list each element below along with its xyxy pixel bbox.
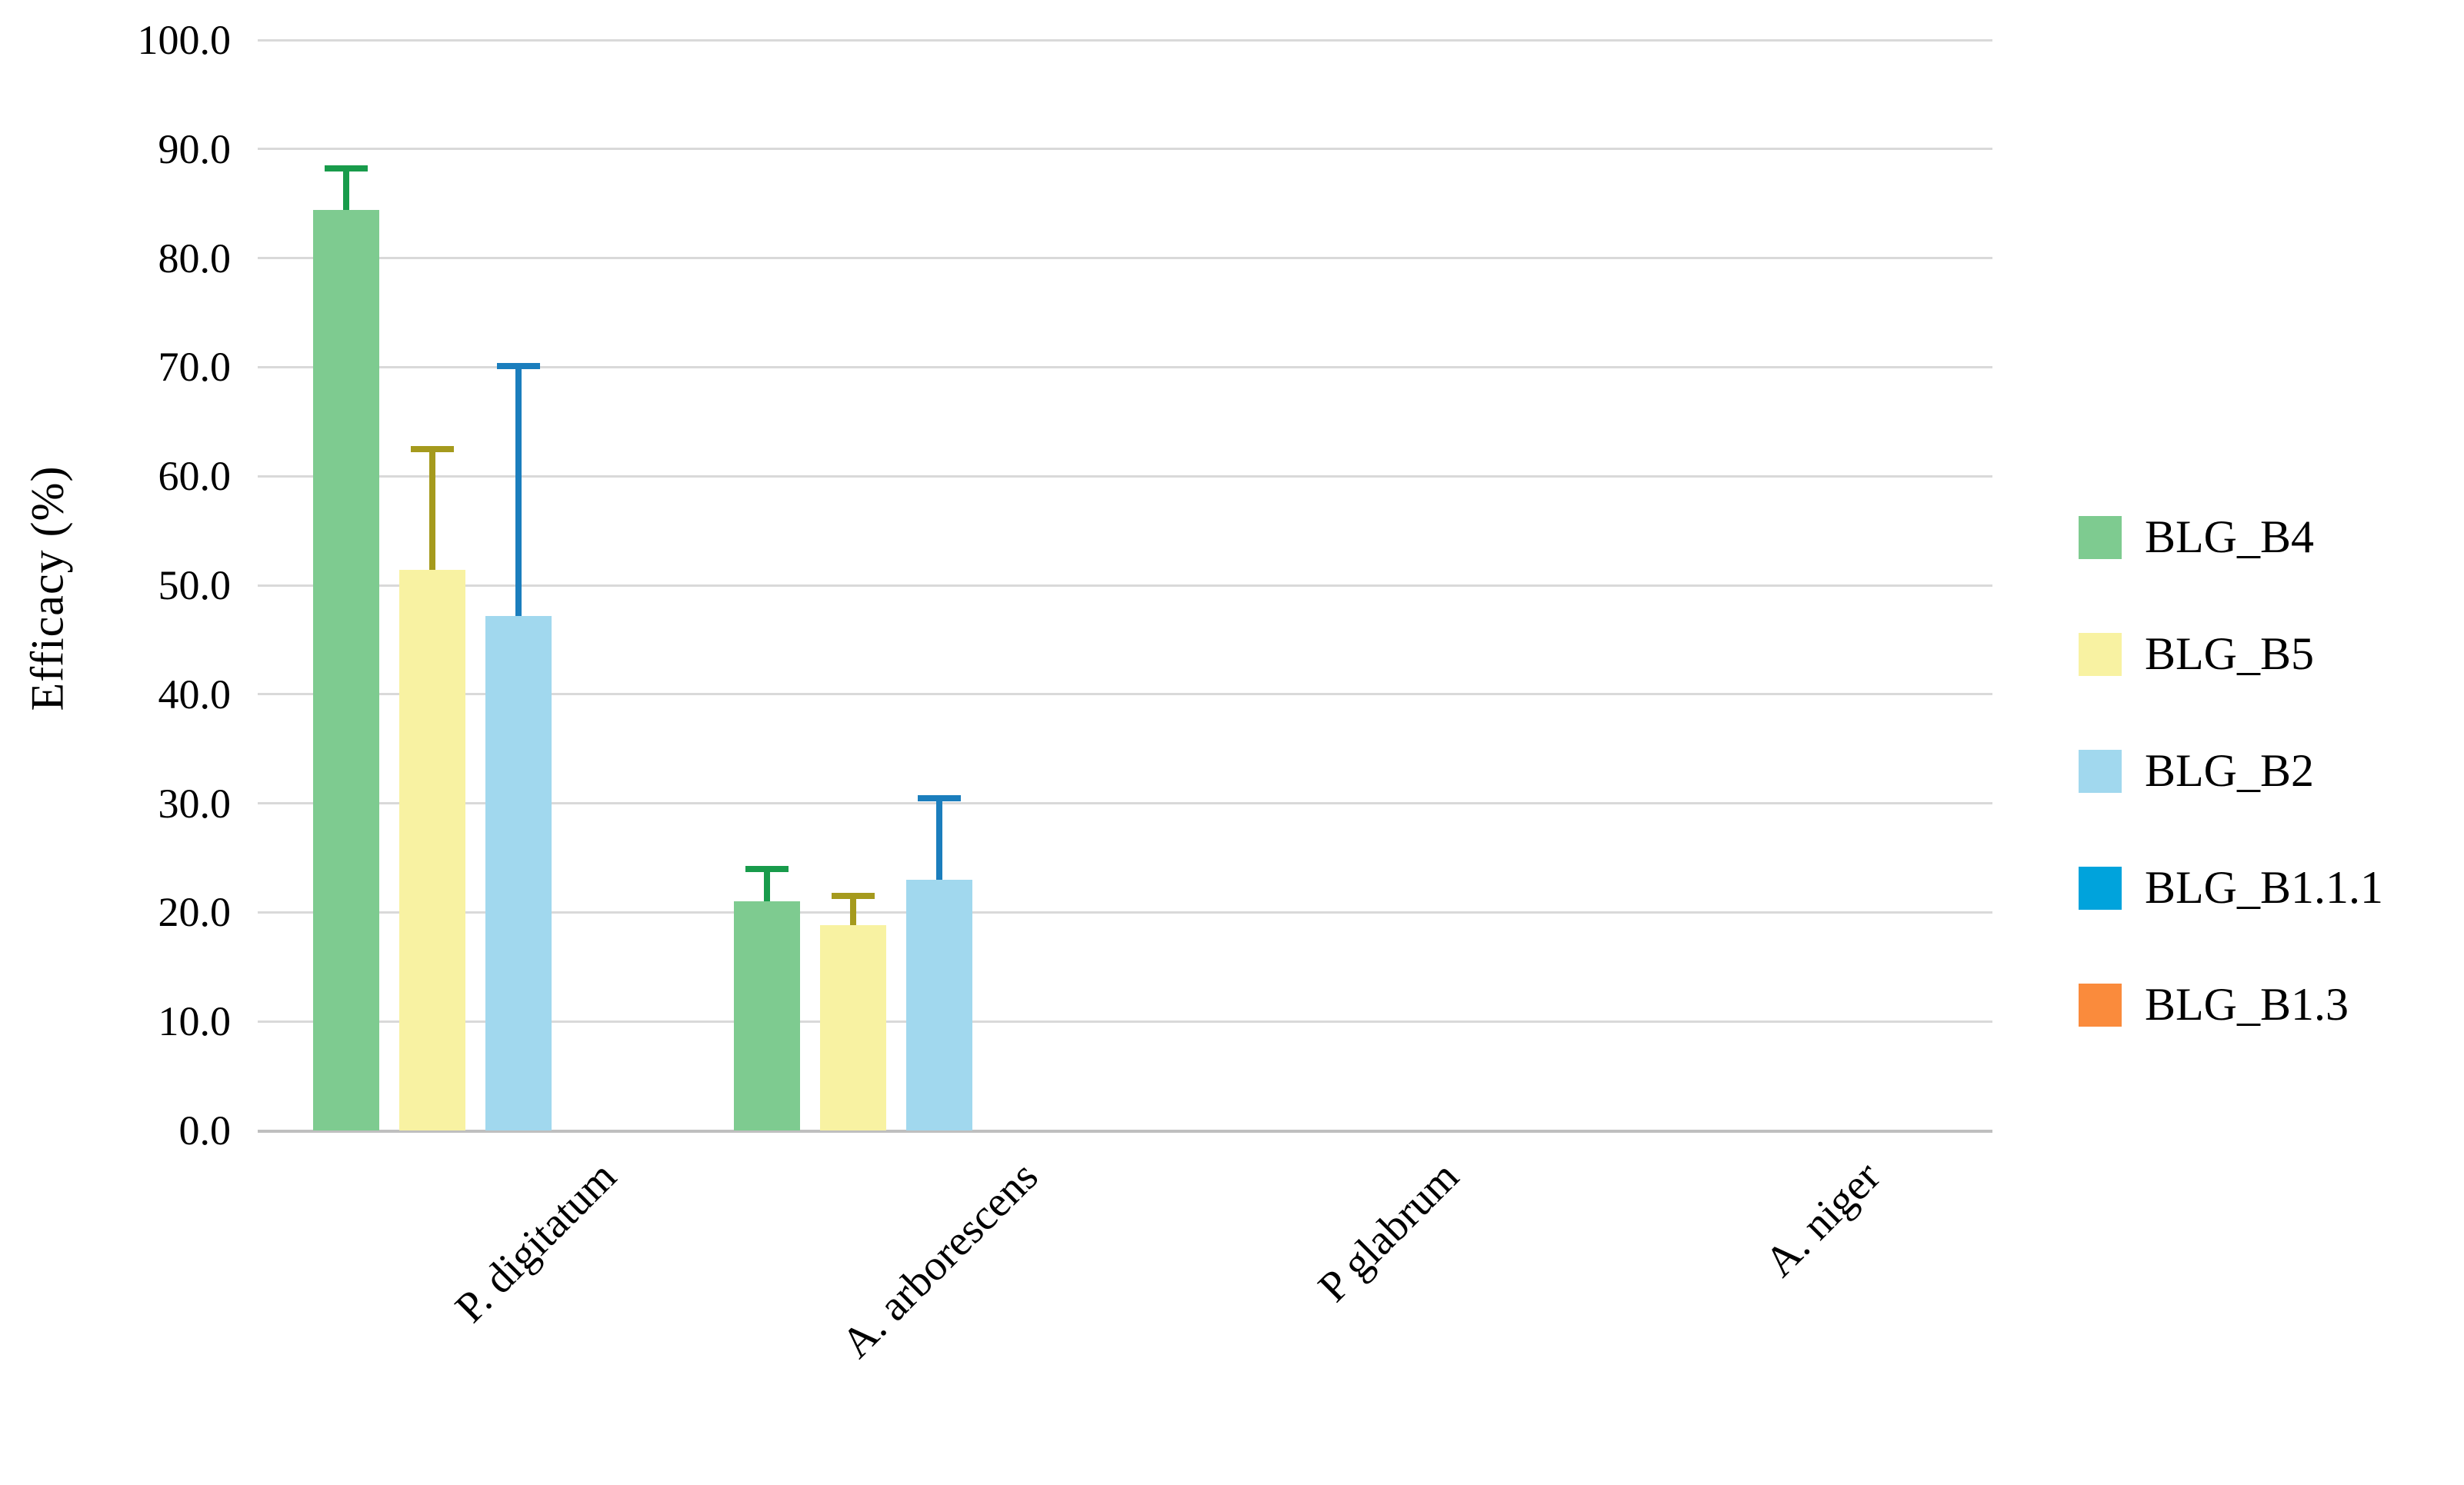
error-bar-stem-BLG_B5 [850, 896, 857, 926]
bar-BLG_B4 [312, 210, 379, 1130]
y-tick-label: 80.0 [158, 235, 232, 281]
bar-BLG_B5 [398, 570, 465, 1130]
bar-BLG_B2 [485, 615, 552, 1130]
legend-label: BLG_B2 [2145, 745, 2315, 796]
bar-BLG_B5 [820, 925, 887, 1130]
legend-item-BLG_B2: BLG_B2 [2079, 744, 2314, 797]
error-bar-stem-BLG_B4 [342, 168, 349, 211]
x-axis-label: A. niger [1755, 1152, 1889, 1287]
legend-label: BLG_B5 [2145, 628, 2315, 679]
y-tick-label: 20.0 [158, 889, 232, 936]
legend-item-BLG_B1.3: BLG_B1.3 [2079, 978, 2349, 1031]
y-tick-label: 0.0 [178, 1107, 232, 1154]
y-tick-label: 60.0 [158, 453, 232, 500]
x-axis-label: A. arborescens [832, 1152, 1047, 1367]
legend: BLG_B4 BLG_B5 BLG_B2 BLG_B1.1.1 BLG_B1.3 [2079, 0, 2463, 1485]
legend-swatch-icon [2079, 632, 2122, 676]
legend-label: BLG_B4 [2145, 511, 2315, 562]
y-tick-label: 100.0 [137, 17, 232, 63]
y-tick-label: 90.0 [158, 125, 232, 172]
legend-swatch-icon [2079, 515, 2122, 559]
gridline [258, 693, 1992, 696]
y-tick-label: 30.0 [158, 780, 232, 827]
legend-swatch-icon [2079, 866, 2122, 910]
y-tick-label: 10.0 [158, 998, 232, 1045]
error-bar-cap-BLG_B4 [745, 865, 789, 872]
gridline [258, 474, 1992, 478]
error-bar-stem-BLG_B2 [936, 797, 943, 880]
gridline [258, 911, 1992, 914]
legend-swatch-icon [2079, 749, 2122, 793]
error-bar-stem-BLG_B4 [764, 868, 771, 902]
error-bar-cap-BLG_B2 [496, 362, 540, 369]
bar-BLG_B4 [734, 901, 801, 1130]
gridline [258, 257, 1992, 260]
legend-item-BLG_B1.1.1: BLG_B1.1.1 [2079, 861, 2383, 914]
x-axis-line [258, 1129, 1992, 1133]
bar-BLG_B2 [906, 879, 973, 1130]
error-bar-stem-BLG_B2 [515, 365, 522, 616]
legend-label: BLG_B1.1.1 [2145, 862, 2384, 913]
x-axis-label: P. digitatum [446, 1152, 626, 1332]
legend-swatch-icon [2079, 983, 2122, 1027]
y-tick-label: 70.0 [158, 344, 232, 391]
y-tick-label: 40.0 [158, 671, 232, 718]
error-bar-stem-BLG_B5 [428, 448, 435, 571]
x-axis-label: P glabrum [1309, 1152, 1469, 1311]
legend-item-BLG_B5: BLG_B5 [2079, 628, 2314, 681]
error-bar-cap-BLG_B2 [918, 794, 962, 801]
error-bar-cap-BLG_B5 [410, 445, 454, 452]
gridline [258, 148, 1992, 151]
legend-item-BLG_B4: BLG_B4 [2079, 511, 2314, 564]
error-bar-cap-BLG_B4 [324, 165, 368, 172]
error-bar-cap-BLG_B5 [832, 893, 875, 900]
gridline [258, 365, 1992, 368]
gridline [258, 1020, 1992, 1023]
gridline [258, 38, 1992, 42]
legend-label: BLG_B1.3 [2145, 979, 2349, 1030]
gridline [258, 802, 1992, 805]
y-tick-label: 50.0 [158, 562, 232, 608]
gridline [258, 584, 1992, 587]
